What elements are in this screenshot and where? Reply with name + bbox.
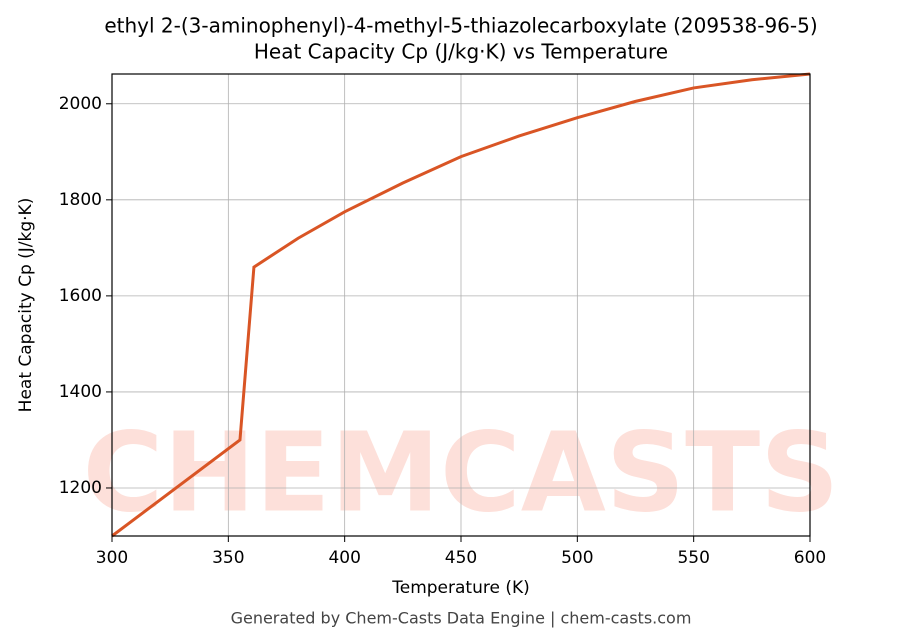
data-line: [111, 72, 811, 538]
x-axis-label: Temperature (K): [391, 578, 530, 598]
chart-title: ethyl 2-(3-aminophenyl)-4-methyl-5-thiaz…: [104, 14, 817, 38]
x-tick-label: 600: [794, 548, 826, 568]
x-tick-label: 400: [328, 548, 360, 568]
y-axis-label: Heat Capacity Cp (J/kg·K): [16, 198, 36, 413]
plot-frame: [111, 73, 811, 537]
x-tick-label: 550: [677, 548, 709, 568]
y-tick-label: 1800: [59, 190, 102, 210]
x-tick-label: 500: [561, 548, 593, 568]
x-tick-label: 450: [445, 548, 477, 568]
y-tick-label: 1200: [59, 478, 102, 498]
x-tick-label: 350: [212, 548, 244, 568]
chart-subtitle: Heat Capacity Cp (J/kg·K) vs Temperature: [254, 40, 668, 64]
footer: Generated by Chem-Casts Data Engine | ch…: [231, 609, 692, 628]
x-tick-label: 300: [96, 548, 128, 568]
y-tick-label: 2000: [59, 94, 102, 114]
y-tick-label: 1400: [59, 382, 102, 402]
y-tick-label: 1600: [59, 286, 102, 306]
